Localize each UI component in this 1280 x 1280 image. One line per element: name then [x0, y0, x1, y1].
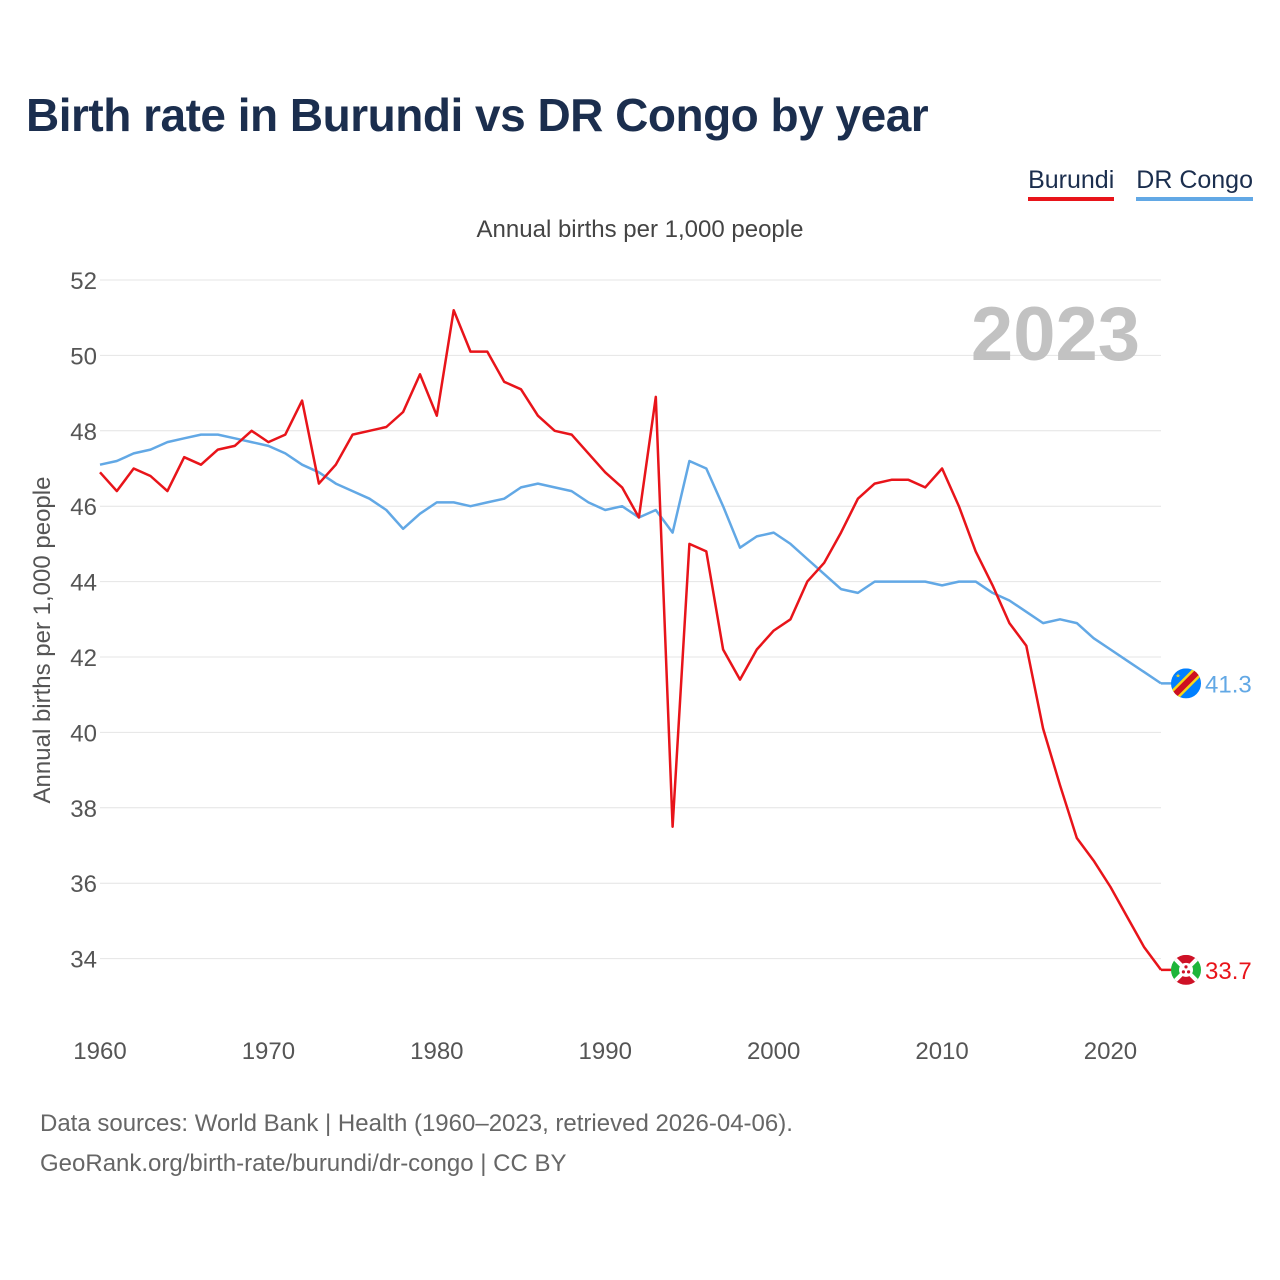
y-tick-label: 46: [70, 494, 97, 521]
legend: Burundi DR Congo: [1028, 166, 1253, 201]
y-tick-label: 52: [70, 268, 97, 295]
footer: Data sources: World Bank | Health (1960–…: [40, 1104, 793, 1184]
x-tick-label: 1970: [242, 1038, 295, 1065]
end-label-dr-congo: 41.3: [1205, 671, 1252, 698]
dr-congo-flag-icon: [1171, 668, 1201, 699]
x-tick-label: 2010: [915, 1038, 968, 1065]
chart-title: Birth rate in Burundi vs DR Congo by yea…: [26, 89, 929, 141]
y-tick-label: 40: [70, 720, 97, 747]
year-label: 2023: [971, 292, 1140, 377]
source-link[interactable]: GeoRank.org/birth-rate/burundi/dr-congo …: [40, 1150, 567, 1177]
y-axis-label: Annual births per 1,000 people: [29, 477, 56, 804]
data-sources: Data sources: World Bank | Health (1960–…: [40, 1110, 793, 1137]
y-tick-label: 48: [70, 419, 97, 446]
y-tick-label: 36: [70, 871, 97, 898]
x-tick-label: 2020: [1084, 1038, 1137, 1065]
legend-item-dr-congo[interactable]: DR Congo: [1136, 166, 1253, 201]
end-label-burundi: 33.7: [1205, 958, 1252, 985]
legend-item-burundi[interactable]: Burundi: [1028, 166, 1115, 201]
burundi-flag-icon: [1171, 954, 1201, 985]
series-line-dr-congo: [99, 433, 1162, 685]
x-tick-label: 2000: [747, 1038, 800, 1065]
x-tick-label: 1990: [579, 1038, 632, 1065]
y-tick-label: 34: [70, 947, 97, 974]
y-tick-label: 38: [70, 796, 97, 823]
series-line-burundi: [99, 308, 1163, 971]
x-tick-label: 1960: [73, 1038, 126, 1065]
y-tick-label: 50: [70, 343, 97, 370]
y-tick-label: 42: [70, 645, 97, 672]
chart-subtitle: Annual births per 1,000 people: [476, 216, 804, 243]
y-tick-label: 44: [70, 570, 97, 597]
x-tick-label: 1980: [410, 1038, 463, 1065]
